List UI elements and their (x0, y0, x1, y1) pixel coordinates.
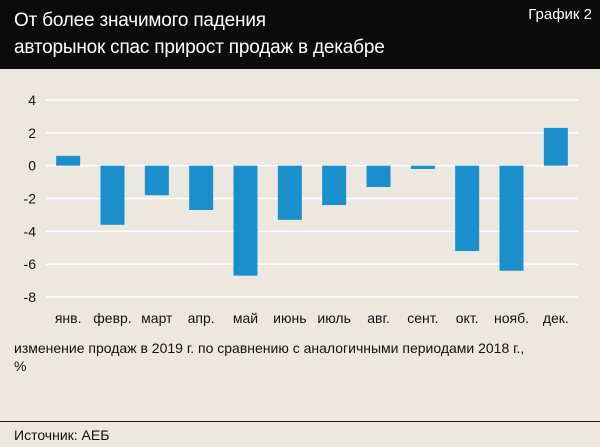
bar (189, 165, 214, 210)
y-tick-label: 0 (28, 158, 36, 174)
caption-line-1: изменение продаж в 2019 г. по сравнению … (14, 340, 525, 356)
x-axis-ticks: янв. февр. март апр. май июнь июль авг. сент. окт… (55, 310, 569, 326)
y-tick-label: -4 (24, 223, 37, 239)
caption-line-2: % (14, 358, 27, 374)
x-tick-label: янв. (55, 310, 82, 326)
gridlines (46, 99, 578, 298)
bar (455, 165, 480, 252)
bar (366, 165, 391, 188)
bar (100, 165, 125, 225)
bar (322, 165, 347, 206)
x-tick-label: сент. (407, 310, 438, 326)
chart-number-label: График 2 (528, 6, 592, 23)
x-tick-label: март (141, 310, 173, 326)
chart-caption: изменение продаж в 2019 г. по сравнению … (14, 339, 574, 375)
title-line-2: авторынок спас прирост продаж в декабре (14, 37, 385, 58)
x-tick-label: авг. (367, 310, 390, 326)
bar (543, 127, 568, 166)
title-line-1: От более значимого падения (14, 10, 266, 31)
x-tick-label: июнь (273, 310, 306, 326)
x-tick-label: нояб. (494, 310, 529, 326)
y-tick-label: -8 (24, 289, 37, 305)
divider (0, 421, 600, 422)
x-tick-label: апр. (188, 310, 215, 326)
bars (56, 127, 568, 276)
header-bar: От более значимого падения авторынок спа… (0, 0, 600, 69)
y-axis-ticks: 4 2 0 -2 -4 -6 -8 (24, 92, 37, 305)
x-tick-label: дек. (543, 310, 569, 326)
bar (233, 165, 258, 276)
y-tick-label: -2 (24, 191, 37, 207)
x-tick-label: окт. (456, 310, 479, 326)
bar (144, 165, 169, 196)
bar (499, 165, 524, 271)
chart-title: От более значимого падения авторынок спа… (14, 7, 385, 61)
y-tick-label: -6 (24, 256, 37, 272)
bar (277, 165, 302, 220)
y-tick-label: 4 (28, 92, 36, 108)
x-tick-label: май (233, 310, 258, 326)
y-tick-label: 2 (28, 125, 36, 141)
source-note: Источник: АЕБ (14, 427, 110, 443)
bar (410, 165, 435, 169)
x-tick-label: февр. (93, 310, 131, 326)
x-tick-label: июль (317, 310, 350, 326)
bar-chart: 4 2 0 -2 -4 -6 -8 янв. февр. март апр. май июнь июль… (24, 92, 578, 326)
bar (56, 155, 81, 166)
